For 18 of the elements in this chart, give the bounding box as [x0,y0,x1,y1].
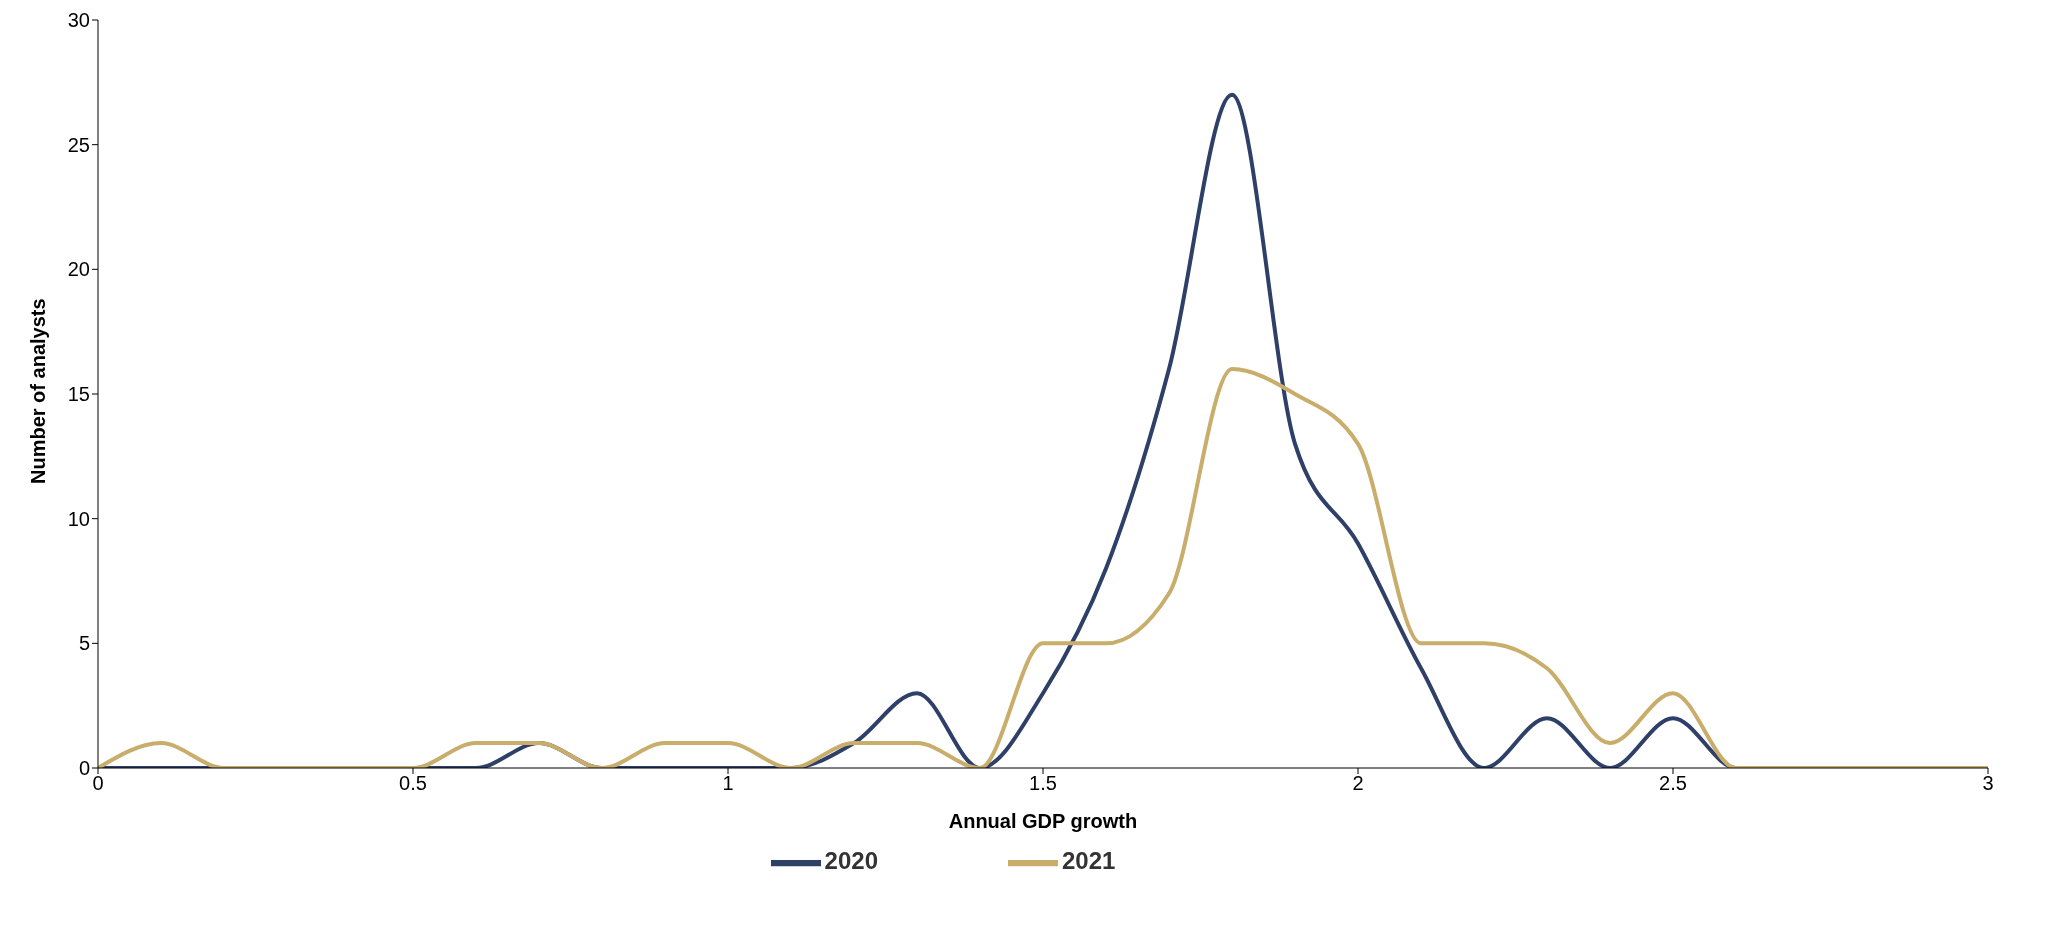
x-tick-label: 2 [1352,772,1364,795]
y-axis-title: Number of analysts [27,298,50,484]
y-tick-label: 20 [67,258,90,281]
legend-label: 2021 [1062,847,1116,875]
y-tick-label: 25 [67,133,90,156]
x-tick-label: 1.5 [1029,772,1057,795]
y-tick-label: 30 [67,9,90,32]
x-tick-label: 0 [92,772,104,795]
y-tick-label: 10 [67,507,90,530]
y-tick-label: 15 [67,383,90,406]
x-tick-label: 1 [722,772,734,795]
x-tick-label: 2.5 [1659,772,1687,795]
legend-label: 2020 [824,847,878,875]
x-tick-label: 3 [1982,772,1994,795]
x-axis-title: Annual GDP growth [948,810,1138,832]
x-tick-label: 0.5 [399,772,427,795]
y-tick-label: 0 [78,757,90,780]
y-tick-label: 5 [78,632,90,655]
